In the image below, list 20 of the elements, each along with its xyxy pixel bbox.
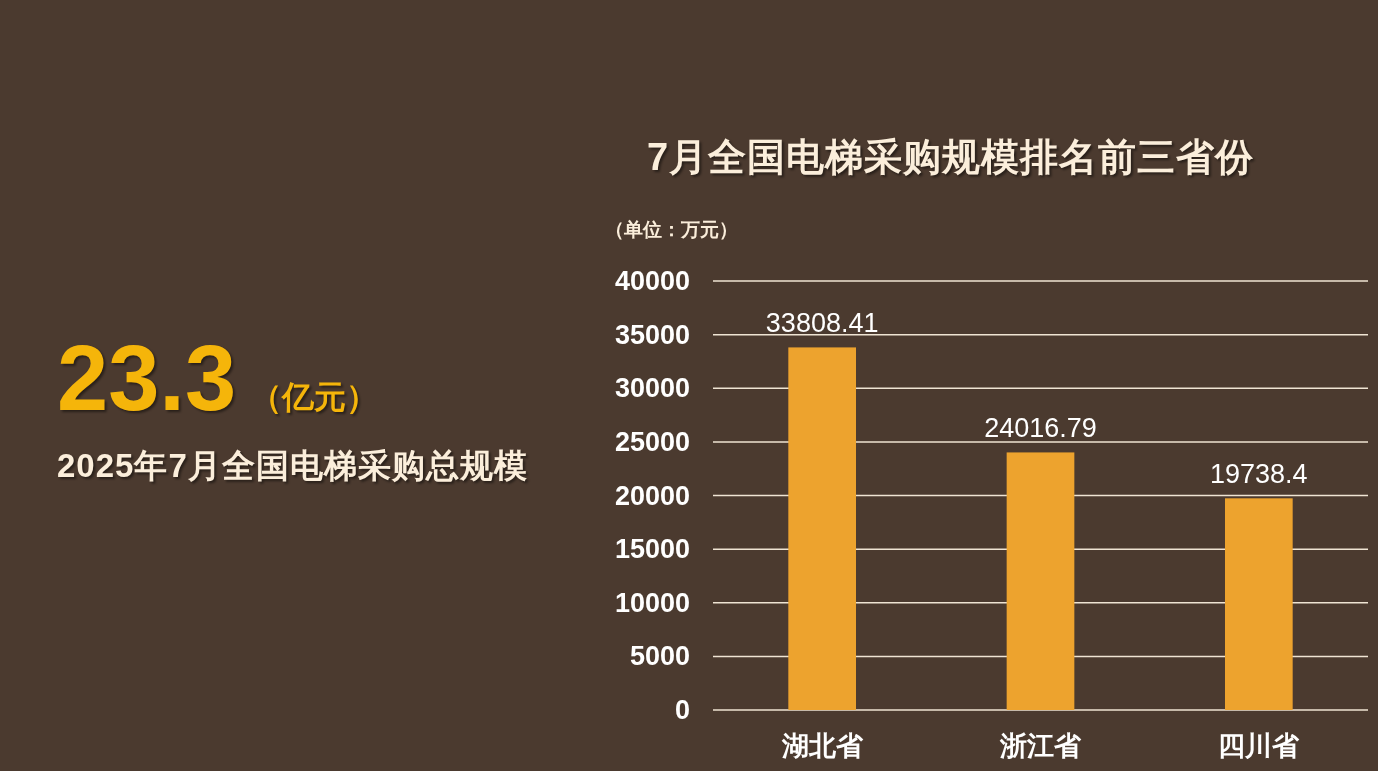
data-label: 33808.41 (765, 308, 879, 339)
y-tick-label: 25000 (614, 426, 690, 457)
chart-title: 7月全国电梯采购规模排名前三省份 (646, 136, 1255, 178)
card-title: 2025年7月全国电梯采购总规模 (57, 447, 528, 484)
y-tick-label: 15000 (614, 534, 690, 565)
card-value: 23.3 (57, 327, 237, 429)
x-tick-label: 四川省 (1218, 731, 1300, 761)
y-tick-label: 20000 (614, 480, 690, 511)
y-tick-label: 30000 (614, 373, 690, 404)
data-label: 24016.79 (984, 413, 1097, 444)
y-tick-label: 40000 (614, 266, 690, 296)
y-tick-label: 35000 (614, 319, 690, 350)
y-axis-title: （单位：万元） (605, 219, 738, 240)
x-tick-label: 浙江省 (1000, 731, 1081, 761)
y-tick-label: 10000 (614, 587, 690, 618)
y-tick-label: 5000 (629, 641, 690, 672)
x-tick-label: 湖北省 (781, 731, 863, 761)
card-unit: （亿元） (250, 379, 379, 415)
y-tick-label: 0 (674, 695, 690, 725)
data-label: 19738.4 (1210, 459, 1308, 490)
